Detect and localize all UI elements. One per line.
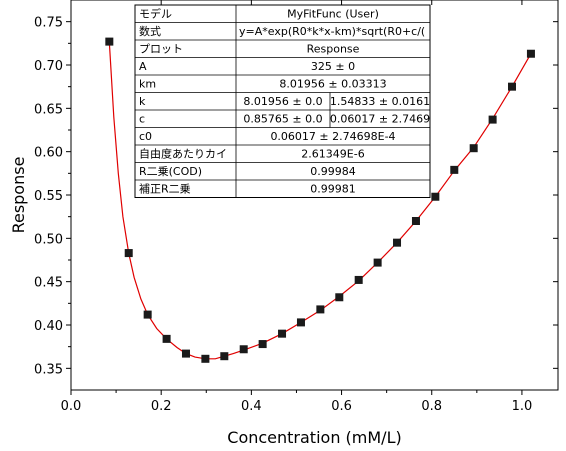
- data-point: [316, 305, 325, 314]
- fit-curve-group: [108, 41, 532, 360]
- fit-results-table: モデル MyFitFunc (User) 数式 y=A*exp(R0*k*x-km)*…: [134, 4, 431, 198]
- table-cell-label: km: [139, 78, 156, 91]
- table-cell-label: k: [139, 95, 146, 108]
- y-tick-label: 0.60: [34, 146, 63, 161]
- data-point: [296, 318, 305, 327]
- x-tick-label: 0.6: [331, 399, 352, 414]
- y-tick-label: 0.40: [34, 319, 63, 334]
- table-cell-label: プロット: [139, 43, 183, 56]
- plot-frame: [70, 0, 559, 391]
- data-markers: [105, 37, 535, 363]
- y-tick-label: 0.75: [34, 16, 63, 31]
- x-tick-label: 0.4: [241, 399, 262, 414]
- data-point: [431, 192, 440, 201]
- data-point: [143, 310, 152, 319]
- y-tick-label: 0.65: [34, 102, 63, 117]
- table-cell-value: 0.06017 ± 2.7469: [330, 113, 430, 126]
- data-point: [373, 258, 382, 267]
- data-point: [201, 354, 210, 363]
- table-cell-value: 0.06017 ± 2.74698E-4: [270, 130, 395, 143]
- table-cell-label: A: [139, 60, 147, 73]
- table-cell-value: 8.01956 ± 0.03313: [279, 78, 386, 91]
- y-tick-label: 0.50: [34, 232, 63, 247]
- table-border: [134, 4, 431, 198]
- data-point: [239, 345, 248, 354]
- data-point: [124, 249, 133, 258]
- data-point: [469, 144, 478, 153]
- x-tick-label: 0.2: [151, 399, 172, 414]
- y-tick-label: 0.55: [34, 189, 63, 204]
- table-cell-value: 325 ± 0: [311, 60, 355, 73]
- plot-frame-rect: [70, 0, 559, 391]
- x-axis-title: Concentration (mM/L): [227, 428, 401, 447]
- table-cell-value: Response: [307, 43, 360, 56]
- data-point: [508, 82, 517, 91]
- data-point: [354, 275, 363, 284]
- table-cell-label: c0: [139, 130, 152, 143]
- table-cell-label: モデル: [139, 7, 172, 21]
- data-point: [181, 349, 190, 358]
- table-cell-label: R二乗(COD): [139, 165, 202, 178]
- y-tick-label: 0.45: [34, 276, 63, 291]
- table-cell-value: 8.01956 ± 0.0: [243, 95, 322, 108]
- y-tick-label: 0.35: [34, 362, 63, 377]
- data-point: [335, 293, 344, 302]
- table-cell-value: MyFitFunc (User): [287, 8, 379, 21]
- table-cell-label: 数式: [139, 25, 161, 38]
- table-cell-value: 2.61349E-6: [301, 148, 364, 161]
- data-point: [105, 37, 114, 46]
- table-cell-label: 補正R二乗: [139, 183, 191, 196]
- data-point: [278, 329, 287, 338]
- fit-curve: [108, 41, 532, 360]
- data-point: [162, 334, 171, 343]
- axis-ticks: 0.0 0.2 0.4 0.6 0.8 1.0 0.35 0.40 0.45 0.50 0.55 0.…: [34, 0, 558, 414]
- table-cell-value: 0.99984: [310, 165, 356, 178]
- x-tick-label: 0.8: [421, 399, 442, 414]
- data-point: [393, 238, 402, 247]
- data-point: [488, 115, 497, 124]
- table-cell-label: c: [139, 113, 145, 126]
- table-cell-value: 0.85765 ± 0.0: [243, 113, 322, 126]
- data-point: [258, 340, 267, 349]
- x-tick-label: 1.0: [512, 399, 533, 414]
- y-axis-title: Response: [9, 157, 28, 234]
- y-tick-label: 0.70: [34, 59, 63, 74]
- table-cell-value: 0.99981: [310, 183, 356, 196]
- data-point: [411, 217, 420, 225]
- x-tick-label: 0.0: [61, 399, 82, 414]
- data-point: [220, 352, 229, 361]
- data-point: [450, 165, 459, 174]
- data-point: [526, 49, 535, 58]
- table-cell-label: 自由度あたりカイ: [139, 147, 227, 161]
- table-cell-value: y=A*exp(R0*k*x-km)*sqrt(R0+c/(: [239, 25, 425, 38]
- table-cell-value: 1.54833 ± 0.0161: [330, 95, 430, 108]
